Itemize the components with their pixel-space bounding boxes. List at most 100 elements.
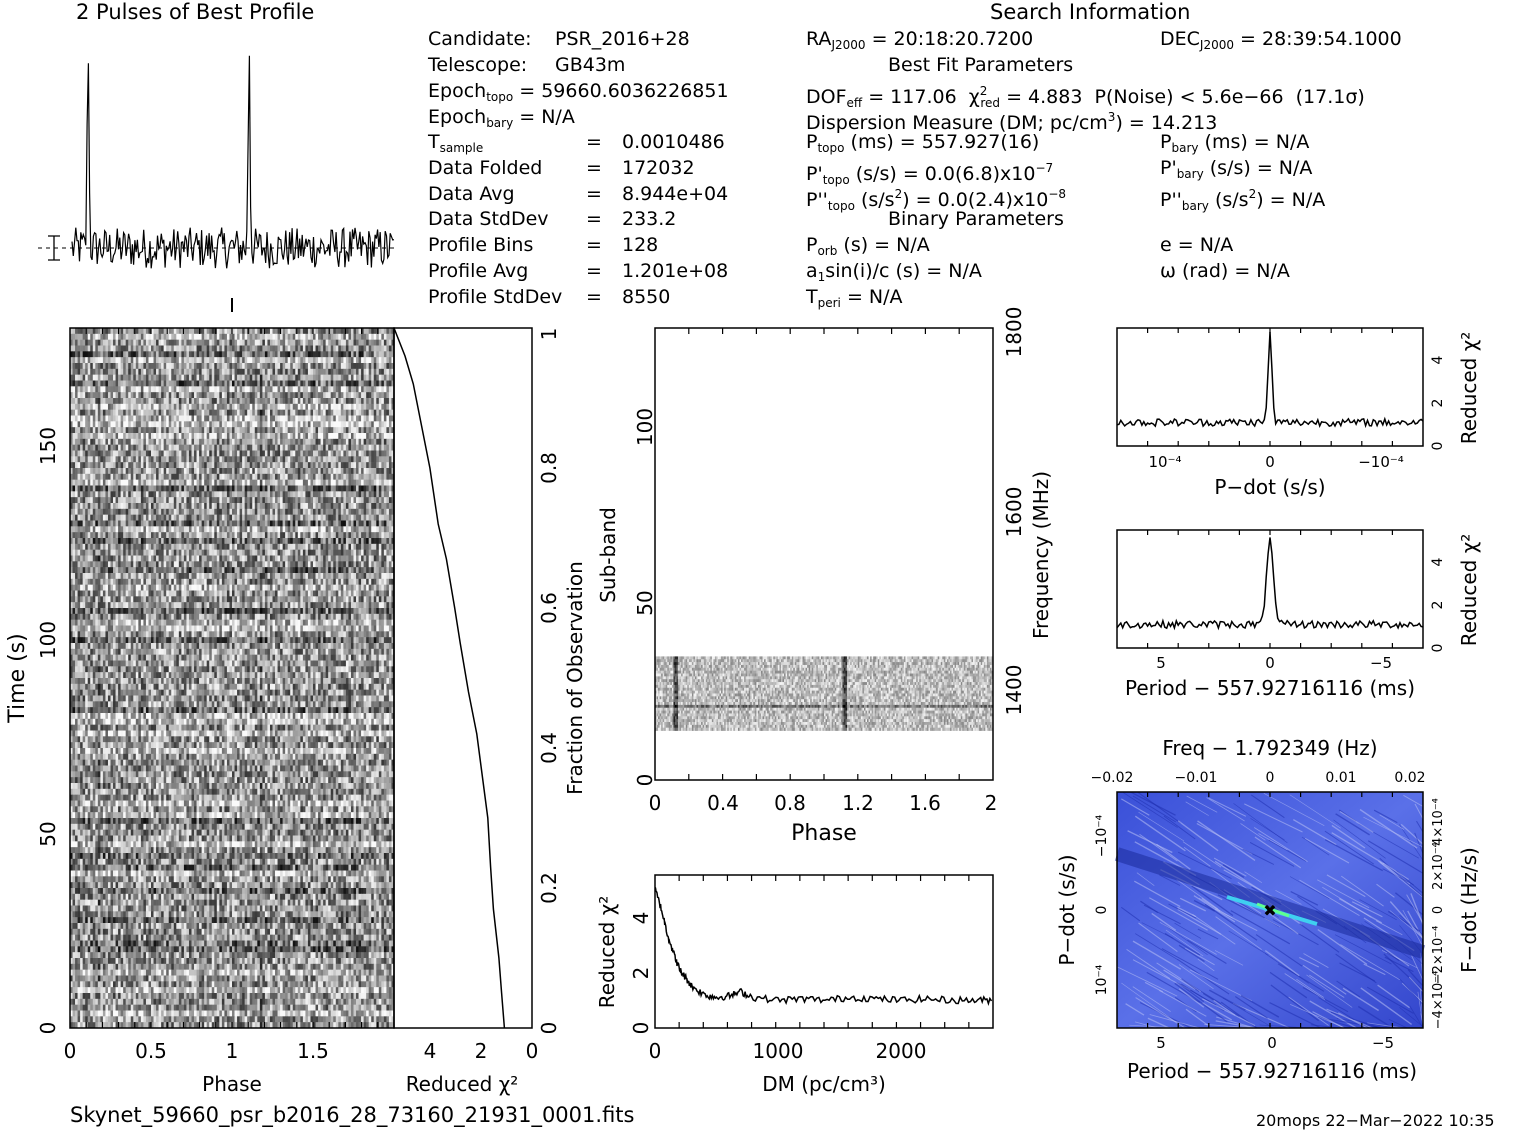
tp-cell [366,462,369,469]
tp-cell [209,438,213,445]
tp-cell [163,532,167,539]
tp-cell [80,503,83,510]
tp-cell [105,433,109,440]
tp-cell [153,415,157,422]
tp-cell [378,386,382,393]
tp-cell [277,433,281,440]
tp-cell [272,450,276,457]
tp-cell [247,456,251,463]
tp-cell [371,333,375,340]
tp-cell [378,357,382,364]
tp-cell [325,503,329,510]
tp-cell [163,386,167,393]
tp-cell [345,433,349,440]
tp-cell [199,508,202,515]
tp-cell [105,532,109,539]
tp-cell [196,485,200,492]
tp-cell [113,532,116,539]
tp-cell [95,468,99,475]
tp-cell [275,409,278,416]
tp-cell [285,468,288,475]
tp-cell [128,444,132,451]
tp-cell [254,508,258,515]
tp-cell [338,468,342,475]
tp-cell [237,380,240,387]
tp-cell [249,532,253,539]
tp-cell [82,386,86,393]
tp-cell [163,392,167,399]
tp-cell [118,479,121,486]
tp-cell [302,357,306,364]
tp-cell [264,339,268,346]
tp-cell [368,508,372,515]
tp-cell [166,380,170,387]
tp-cell [313,520,316,527]
tp-cell [287,444,291,451]
tp-cell [181,333,185,340]
tp-cell [156,392,159,399]
tp-cell [269,468,273,475]
tp-cell [300,456,304,463]
profile-stddev-eq: = [586,286,602,308]
tp-cell [72,351,76,358]
tp-cell [97,433,101,440]
tp-cell [87,514,91,521]
tp-cell [206,497,210,504]
tp-cell [254,403,258,410]
tp-cell [226,427,230,434]
tp-cell [381,386,385,393]
tp-cell [356,485,359,492]
tp-cell [249,491,253,498]
tp-cell [70,532,73,539]
tp-cell [123,380,126,387]
tp-cell [171,368,175,375]
tp-cell [297,357,301,364]
tp-cell [282,532,286,539]
tp-cell [313,421,316,428]
tp-cell [138,538,142,545]
tp-cell [345,409,349,416]
tp-cell [120,328,124,335]
tp-cell [267,368,271,375]
tp-cell [307,491,311,498]
tp-cell [297,427,301,434]
tp-cell [102,444,106,451]
tp-cell [226,450,230,457]
tp-cell [247,491,251,498]
tp-cell [82,503,86,510]
tp-cell [310,485,314,492]
tp-cell [163,409,167,416]
tp-cell [292,409,296,416]
tp-cell [92,543,96,550]
tp-cell [90,514,94,521]
tp-cell [110,468,114,475]
tp-cell [302,438,306,445]
tp-cell [376,514,380,521]
tp-cell [80,532,83,539]
tp-cell [92,368,96,375]
tp-cell [107,543,111,550]
tp-cell [318,380,321,387]
tp-cell [320,491,324,498]
tp-cell [156,339,159,346]
tp-cell [234,409,238,416]
tp-cell [115,403,119,410]
tp-cell [199,503,202,510]
tp-cell [340,421,344,428]
tp-cell [105,351,109,358]
tp-cell [358,427,362,434]
tp-cell [300,503,304,510]
tp-cell [186,503,190,510]
tp-cell [156,380,159,387]
tp-cell [373,427,377,434]
tp-cell [259,450,263,457]
tp-cell [173,532,177,539]
tp-cell [320,543,324,550]
tp-cell [105,368,109,375]
tp-cell [145,415,149,422]
tp-cell [391,444,395,451]
tp-cell [75,374,78,381]
tp-cell [333,339,337,346]
tp-cell [264,444,268,451]
tp-cell [335,508,339,515]
